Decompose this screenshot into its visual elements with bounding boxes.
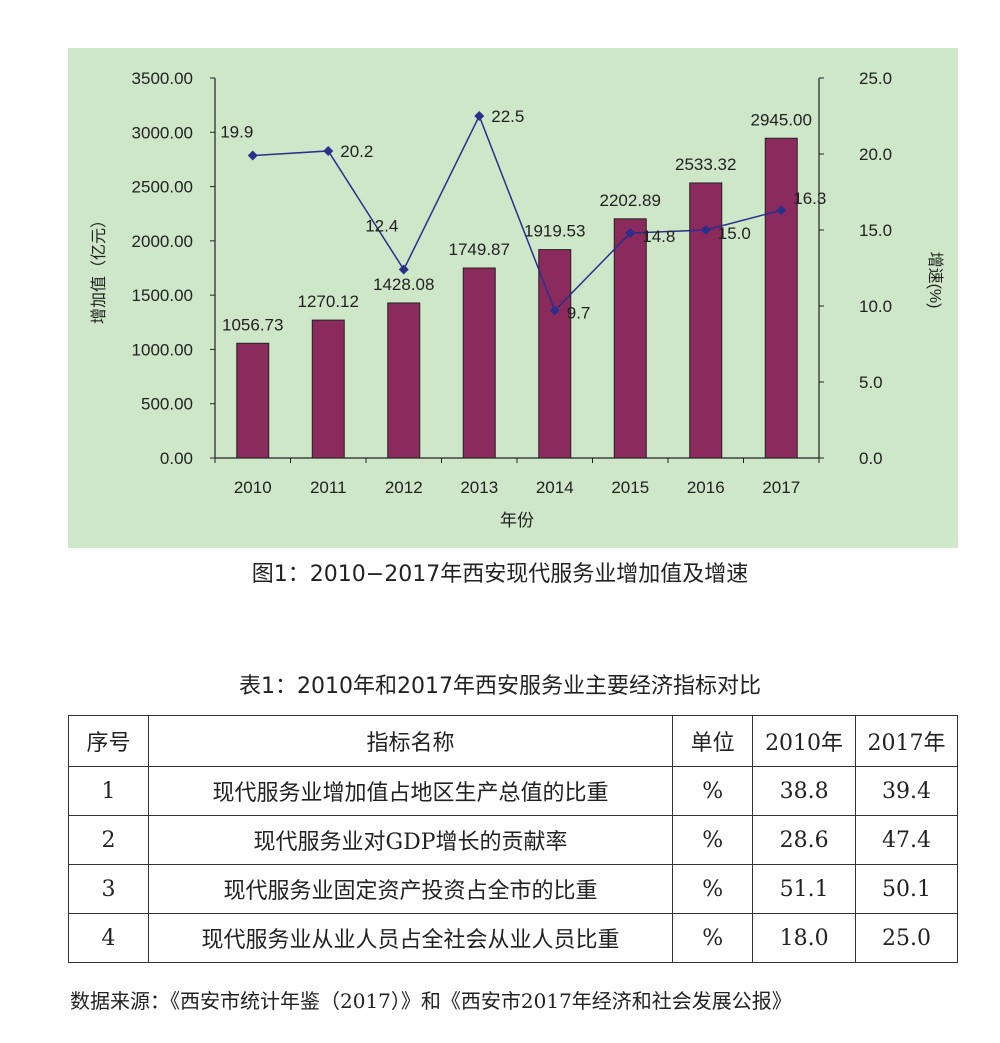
cell-index: 4 <box>68 913 149 963</box>
table-row: 1 现代服务业增加值占地区生产总值的比重 % 38.8 39.4 <box>68 766 958 816</box>
x-tick-label: 2014 <box>536 478 574 497</box>
x-tick-label: 2012 <box>385 478 423 497</box>
bar <box>387 302 421 459</box>
bar-value-label: 1919.53 <box>524 222 585 241</box>
y-tick-label: 3500.00 <box>132 69 193 88</box>
cell-2017: 47.4 <box>855 815 958 865</box>
bar <box>764 137 798 459</box>
y-tick-label: 500.00 <box>141 395 193 414</box>
x-tick-label: 2011 <box>310 478 347 497</box>
x-tick-label: 2013 <box>460 478 498 497</box>
line-point <box>776 205 787 216</box>
bar-value-label: 1056.73 <box>222 315 283 334</box>
cell-index: 1 <box>68 766 149 816</box>
line-point <box>625 228 636 239</box>
line-point <box>398 264 409 275</box>
table-row: 4 现代服务业从业人员占全社会从业人员比重 % 18.0 25.0 <box>68 913 958 963</box>
y2-tick-label: 20.0 <box>859 145 892 164</box>
figure-caption: 图1：2010−2017年西安现代服务业增加值及增速 <box>251 562 749 587</box>
y2-tick-label: 5.0 <box>859 373 883 392</box>
line-point <box>549 305 560 316</box>
line-point <box>700 225 711 235</box>
y2-tick-label: 10.0 <box>859 297 892 316</box>
y2-tick-label: 0.0 <box>859 449 883 468</box>
line-point <box>247 150 258 161</box>
table-title: 表1：2010年和2017年西安服务业主要经济指标对比 <box>239 674 761 699</box>
cell-unit: % <box>672 766 754 816</box>
line-point <box>323 145 334 156</box>
indicator-table: 序号 指标名称 单位 2010年 2017年 1 现代服务业增加值占地区生产总值… <box>68 715 958 963</box>
y-tick-label: 3000.00 <box>132 123 193 142</box>
header-index: 序号 <box>68 715 149 767</box>
bar <box>613 218 647 459</box>
cell-2010: 28.6 <box>752 815 857 865</box>
cell-index: 3 <box>68 864 149 914</box>
line-value-label: 14.8 <box>642 227 675 246</box>
cell-indicator: 现代服务业对GDP增长的贡献率 <box>147 815 674 865</box>
y-tick-label: 1000.00 <box>132 340 193 359</box>
growth-line <box>252 114 782 312</box>
line-value-label: 22.5 <box>491 107 524 126</box>
cell-unit: % <box>672 864 754 914</box>
x-axis-title: 年份 <box>500 511 534 530</box>
cell-2010: 18.0 <box>752 913 857 963</box>
bar-value-label: 2533.32 <box>675 155 736 174</box>
cell-index: 2 <box>68 815 149 865</box>
line-value-label: 16.3 <box>793 189 826 208</box>
x-tick-label: 2015 <box>611 478 649 497</box>
bar <box>236 342 270 459</box>
bar-value-label: 1749.87 <box>449 240 510 259</box>
bar <box>311 319 345 459</box>
cell-indicator: 现代服务业从业人员占全社会从业人员比重 <box>147 913 674 963</box>
x-tick-label: 2017 <box>762 478 800 497</box>
cell-indicator: 现代服务业增加值占地区生产总值的比重 <box>147 766 674 816</box>
y-tick-label: 0.00 <box>160 449 193 468</box>
y-tick-label: 2500.00 <box>132 178 193 197</box>
table-header-row: 序号 指标名称 单位 2010年 2017年 <box>68 715 958 767</box>
y-tick-label: 1500.00 <box>132 286 193 305</box>
table-row: 2 现代服务业对GDP增长的贡献率 % 28.6 47.4 <box>68 815 958 865</box>
y2-tick-label: 25.0 <box>859 69 892 88</box>
line-value-label: 12.4 <box>365 217 398 236</box>
table-row: 3 现代服务业固定资产投资占全市的比重 % 51.1 50.1 <box>68 864 958 914</box>
x-tick-label: 2010 <box>234 478 272 497</box>
combo-chart: 0.00 500.00 1000.00 1500.00 2000.00 2500.00 30… <box>90 69 944 530</box>
line-value-label: 9.7 <box>567 304 591 323</box>
cell-2010: 38.8 <box>752 766 857 816</box>
bar <box>462 267 496 459</box>
cell-indicator: 现代服务业固定资产投资占全市的比重 <box>147 864 674 914</box>
line-value-label: 19.9 <box>220 123 253 142</box>
y2-axis-title: 增速(%) <box>926 252 944 309</box>
header-unit: 单位 <box>672 715 754 767</box>
cell-2017: 50.1 <box>855 864 958 914</box>
line-point <box>474 111 485 121</box>
cell-2017: 25.0 <box>855 913 958 963</box>
cell-unit: % <box>672 913 754 963</box>
header-2017: 2017年 <box>855 715 958 767</box>
cell-unit: % <box>672 815 754 865</box>
bar-value-label: 2945.00 <box>751 110 812 129</box>
chart-panel: 0.00 500.00 1000.00 1500.00 2000.00 2500.00 30… <box>68 48 958 548</box>
x-tick-label: 2016 <box>687 478 725 497</box>
header-indicator: 指标名称 <box>147 715 674 767</box>
y-tick-label: 2000.00 <box>132 232 193 251</box>
line-value-label: 15.0 <box>718 224 751 243</box>
bar-value-label: 2202.89 <box>600 191 661 210</box>
cell-2010: 51.1 <box>752 864 857 914</box>
y-axis-title: 增加值（亿元） <box>90 212 108 324</box>
source-note: 数据来源：《西安市统计年鉴（2017）》和《西安市2017年经济和社会发展公报》 <box>70 989 792 1013</box>
line-value-label: 20.2 <box>340 142 373 161</box>
y2-tick-label: 15.0 <box>859 221 892 240</box>
cell-2017: 39.4 <box>855 766 958 816</box>
bar-value-label: 1270.12 <box>298 292 359 311</box>
bar-value-label: 1428.08 <box>373 275 434 294</box>
header-2010: 2010年 <box>752 715 857 767</box>
